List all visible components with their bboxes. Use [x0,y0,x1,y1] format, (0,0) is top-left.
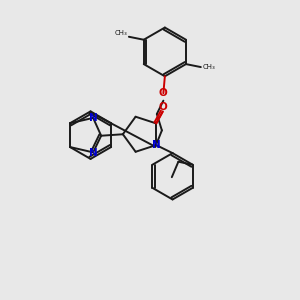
Text: O: O [159,88,168,98]
Text: N: N [89,112,98,123]
Text: N: N [89,148,98,158]
Text: CH₃: CH₃ [115,30,128,36]
Text: N: N [152,140,161,150]
Text: CH₃: CH₃ [202,64,215,70]
Text: O: O [158,102,167,112]
